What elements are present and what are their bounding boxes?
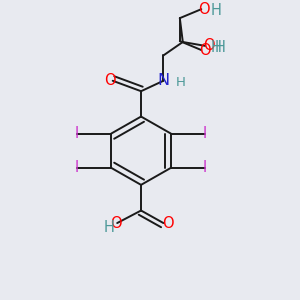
Text: I: I bbox=[75, 126, 79, 141]
Text: H: H bbox=[211, 3, 222, 18]
Text: I: I bbox=[203, 126, 207, 141]
Text: O: O bbox=[104, 73, 116, 88]
Text: H: H bbox=[176, 76, 185, 89]
Text: I: I bbox=[203, 160, 207, 175]
Text: H: H bbox=[211, 40, 222, 55]
Text: I: I bbox=[75, 160, 79, 175]
Text: O: O bbox=[162, 215, 174, 230]
Text: H: H bbox=[214, 40, 225, 55]
Text: N: N bbox=[158, 73, 169, 88]
Text: O: O bbox=[110, 215, 122, 230]
Text: O: O bbox=[199, 43, 211, 58]
Text: O: O bbox=[203, 38, 214, 53]
Text: O: O bbox=[199, 2, 210, 17]
Text: H: H bbox=[103, 220, 114, 235]
